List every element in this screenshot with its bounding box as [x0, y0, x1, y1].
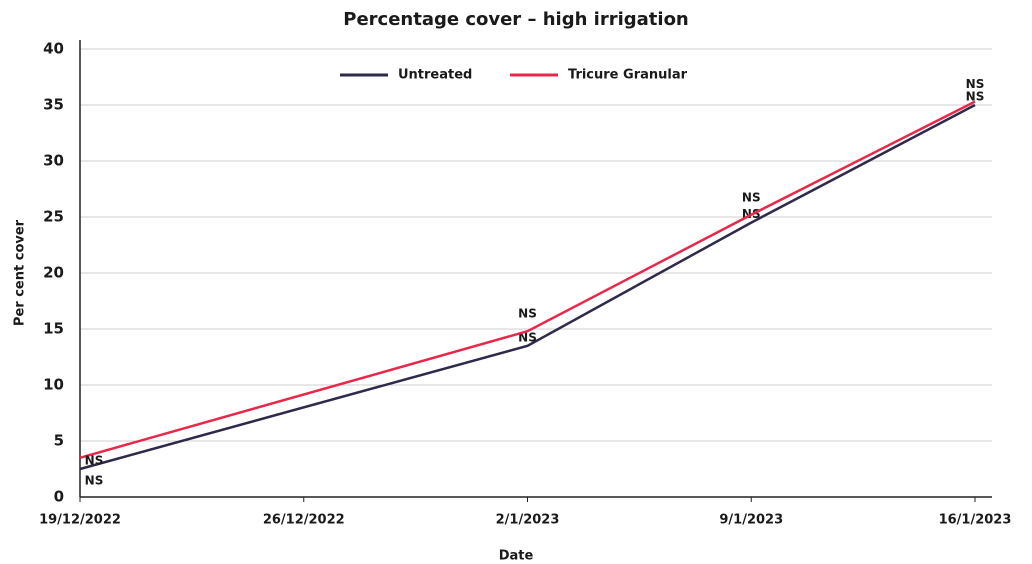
y-tick-label: 10: [43, 376, 64, 394]
y-axis-label: Per cent cover: [13, 219, 28, 326]
y-tick-label: 40: [43, 40, 64, 58]
x-tick-label: 9/1/2023: [719, 513, 783, 528]
x-tick-label: 19/12/2022: [39, 513, 121, 528]
y-tick-label: 0: [54, 488, 64, 506]
legend-label: Untreated: [398, 68, 472, 83]
chart-title: Percentage cover – high irrigation: [343, 9, 689, 30]
x-tick-label: 2/1/2023: [496, 513, 560, 528]
x-tick-label: 16/1/2023: [939, 513, 1012, 528]
y-tick-label: 15: [43, 320, 64, 338]
annotation: NS: [966, 77, 985, 91]
y-tick-label: 5: [54, 432, 64, 450]
legend-label: Tricure Granular: [568, 68, 688, 83]
y-tick-label: 25: [43, 208, 64, 226]
annotation: NS: [742, 190, 761, 204]
annotation: NS: [85, 453, 104, 467]
x-axis-label: Date: [499, 549, 534, 564]
annotation: NS: [518, 307, 537, 321]
series-line: [79, 103, 976, 471]
annotation: NS: [966, 90, 985, 104]
series-line: [79, 100, 976, 460]
annotation: NS: [85, 474, 104, 488]
y-tick-label: 35: [43, 96, 64, 114]
y-tick-label: 20: [43, 264, 64, 282]
y-tick-label: 30: [43, 152, 64, 170]
x-tick-label: 26/12/2022: [263, 513, 345, 528]
